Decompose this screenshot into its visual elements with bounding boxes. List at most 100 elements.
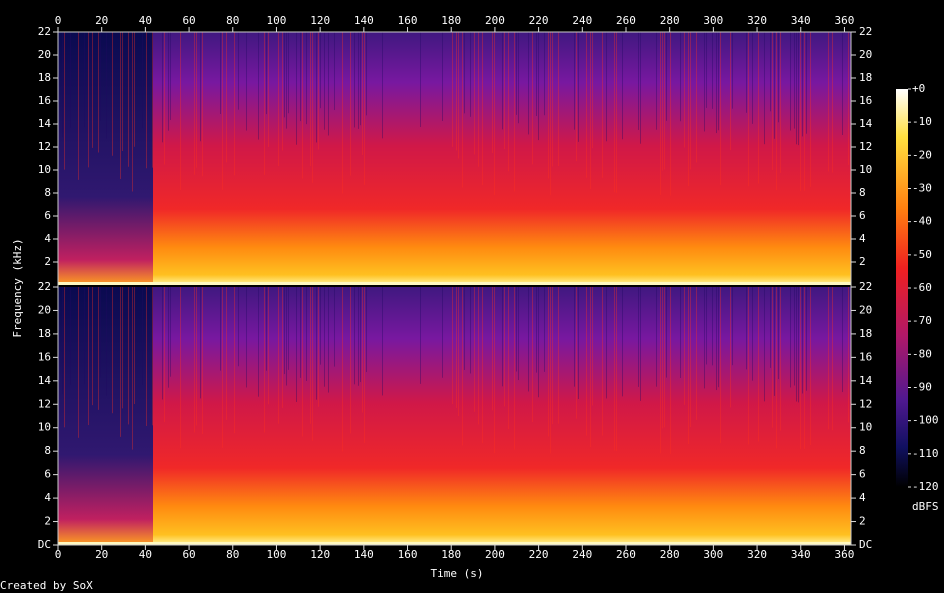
y-tick-label: 14: [859, 374, 873, 387]
x-axis-label: Time (s): [431, 567, 484, 580]
spectrogram-streak: [666, 287, 667, 378]
spectrogram-streak: [548, 287, 549, 437]
spectrogram-streak: [796, 32, 797, 145]
spectrogram-streak: [806, 32, 807, 134]
x-tick-label: 40: [139, 548, 152, 561]
spectrogram-streak: [266, 287, 267, 371]
x-tick-label: 260: [616, 548, 636, 561]
spectrogram-streak: [286, 32, 287, 129]
spectrogram-streak: [162, 32, 163, 143]
spectrogram-streak: [680, 287, 681, 378]
spectrogram-streak: [98, 287, 99, 410]
y-tick-label: 20: [859, 303, 872, 316]
spectrogram-streak: [482, 287, 483, 444]
spectrogram-streak: [614, 32, 615, 193]
spectrogram-streak: [452, 32, 453, 147]
spectrogram-streak: [544, 32, 545, 116]
spectrogram-streak: [602, 287, 603, 436]
spectrogram-streak: [538, 32, 539, 141]
spectrogram-streak: [716, 32, 717, 134]
spectrogram-streak: [168, 32, 169, 131]
y-tick-label: 10: [859, 421, 872, 434]
x-tick-label: 100: [267, 14, 287, 27]
spectrogram-streak: [666, 32, 667, 121]
spectrogram-streak: [196, 287, 197, 426]
spectrogram-streak: [704, 32, 705, 132]
spectrogram-streak: [592, 287, 593, 406]
spectrogram-streak: [268, 32, 269, 147]
spectrogram-streak: [502, 287, 503, 387]
y-tick-label: 18: [859, 71, 872, 84]
x-tick-label: 40: [139, 14, 152, 27]
x-tick-label: 0: [55, 14, 62, 27]
y-tick-label: 4: [859, 491, 866, 504]
spectrogram-streak: [804, 32, 805, 191]
spectrogram-streak: [312, 287, 313, 441]
y-tick-label: 6: [859, 209, 866, 222]
spectrogram-streak: [638, 32, 639, 130]
spectrogram-streak: [128, 32, 129, 167]
spectrogram-streak: [302, 32, 303, 179]
spectrogram-streak: [234, 287, 235, 434]
spectrogram-streak: [132, 287, 133, 450]
spectrogram-streak: [670, 32, 671, 196]
spectrogram-streak: [558, 287, 559, 424]
spectrogram-streak: [772, 32, 773, 170]
spectrogram-streak: [684, 32, 685, 148]
y-tick-label: 6: [44, 209, 51, 222]
x-tick-label: 300: [703, 14, 723, 27]
spectrogram-streak: [508, 32, 509, 172]
spectrogram-streak: [842, 287, 843, 393]
spectrogram-streak: [780, 32, 781, 173]
y-tick-label: 2: [44, 255, 51, 268]
y-axis-label: Frequency (kHz): [11, 238, 24, 337]
spectrogram-streak: [282, 32, 283, 151]
y-tick-label: 16: [38, 94, 51, 107]
spectrogram-streak: [180, 32, 181, 191]
x-tick-label: 200: [485, 548, 505, 561]
spectrogram-streak: [458, 287, 459, 417]
spectrogram-streak: [462, 287, 463, 446]
y-tick-label: 22: [38, 25, 51, 38]
colorbar-tick-label: -80: [912, 347, 932, 360]
x-tick-label: 320: [747, 548, 767, 561]
spectrogram-streak: [310, 287, 311, 424]
spectrogram-streak: [536, 32, 537, 116]
spectrogram-streak: [382, 287, 383, 396]
spectrogram-streak: [746, 32, 747, 113]
spectrogram-streak: [828, 32, 829, 172]
spectrogram-streak: [362, 32, 363, 156]
spectrogram-streak: [774, 287, 775, 396]
spectrogram-streak: [226, 287, 227, 420]
spectrogram-streak: [578, 287, 579, 399]
colorbar-tick-label: -100: [912, 414, 939, 427]
y-tick-label: 16: [859, 350, 872, 363]
spectrogram-streak: [532, 287, 533, 422]
spectrogram-streak: [492, 32, 493, 154]
y-tick-label: 2: [859, 515, 866, 528]
spectrogram-streak: [238, 287, 239, 367]
colorbar-tick-label: +0: [912, 82, 925, 95]
spectrogram-streak: [730, 32, 731, 151]
spectrogram-streak: [354, 32, 355, 128]
spectrogram-streak: [162, 287, 163, 400]
spectrogram-streak: [132, 32, 133, 192]
spectrogram-streak: [688, 287, 689, 445]
spectrogram-streak: [640, 32, 641, 144]
spectrogram-streak: [246, 32, 247, 131]
spectrogram-streak: [200, 287, 201, 399]
spectrogram-streak: [456, 287, 457, 408]
spectrogram-streak: [778, 287, 779, 380]
x-tick-label: 340: [791, 14, 811, 27]
spectrogram-streak: [306, 287, 307, 381]
y-tick-label: 12: [38, 397, 51, 410]
spectrogram-streak: [358, 32, 359, 129]
spectrogram-streak: [362, 287, 363, 413]
x-tick-label: 180: [441, 548, 461, 561]
x-tick-label: 220: [529, 548, 549, 561]
spectrogram-streak: [234, 32, 235, 176]
spectrogram-streak: [622, 32, 623, 140]
y-tick-label: 6: [859, 468, 866, 481]
spectrogram-streak: [706, 287, 707, 365]
y-tick-label: 18: [859, 327, 872, 340]
